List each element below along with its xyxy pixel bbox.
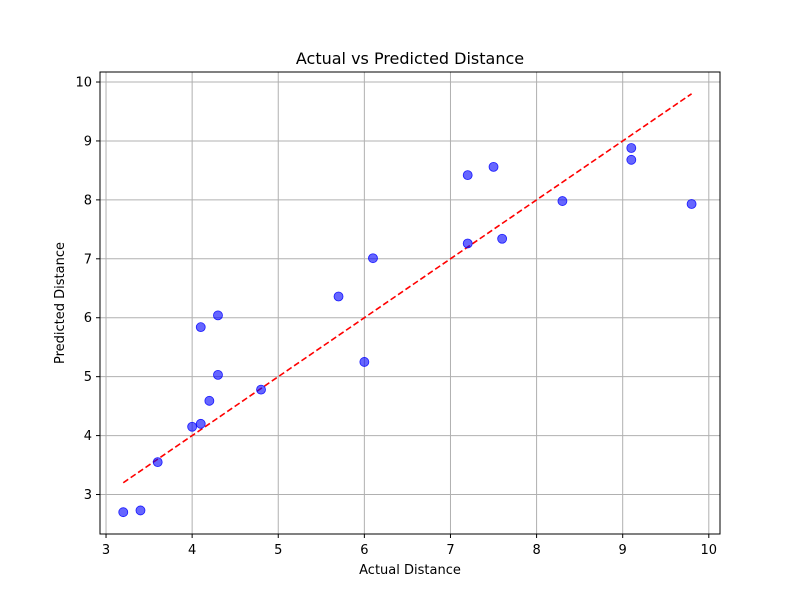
data-point <box>368 253 378 264</box>
y-tick-label: 8 <box>84 193 92 208</box>
data-point <box>213 369 223 380</box>
y-axis-title: Predicted Distance <box>53 242 68 364</box>
data-point <box>118 507 129 518</box>
data-point <box>213 310 223 321</box>
data-point <box>626 143 637 153</box>
data-point <box>333 291 344 302</box>
data-point <box>626 154 637 165</box>
y-tick-label: 10 <box>75 76 92 91</box>
data-point <box>256 384 266 395</box>
data-point <box>135 505 146 516</box>
data-point <box>204 395 215 406</box>
data-point <box>462 170 473 181</box>
grid <box>100 72 720 534</box>
plot-frame <box>99 71 721 535</box>
x-tick-label: 9 <box>619 543 627 558</box>
x-tick-label: 3 <box>102 543 110 558</box>
y-axis-ticks: 3 4 5 6 7 8 9 10 <box>75 76 100 503</box>
y-tick-label: 4 <box>84 429 92 444</box>
x-tick-label: 5 <box>274 543 282 558</box>
x-axis-title: Actual Distance <box>359 563 461 578</box>
data-point <box>195 322 206 333</box>
data-point <box>497 233 508 244</box>
points-layer <box>118 143 697 518</box>
x-tick-label: 8 <box>532 543 540 558</box>
data-point <box>686 199 697 209</box>
chart-title: Actual vs Predicted Distance <box>296 49 524 68</box>
data-point <box>359 357 370 367</box>
reference-line-layer <box>122 93 693 484</box>
y-tick-label: 7 <box>84 252 92 267</box>
data-point <box>152 457 163 468</box>
y-tick-label: 9 <box>84 134 92 149</box>
data-point <box>462 238 473 249</box>
data-point <box>195 418 206 429</box>
data-point <box>557 196 568 206</box>
reference-line <box>122 93 693 484</box>
x-tick-label: 7 <box>446 543 454 558</box>
y-tick-label: 6 <box>84 311 92 326</box>
x-tick-label: 10 <box>701 543 718 558</box>
x-tick-label: 4 <box>188 543 196 558</box>
x-axis-ticks: 3 4 5 6 7 8 9 10 <box>102 534 717 558</box>
data-point <box>187 421 198 432</box>
y-tick-label: 3 <box>84 488 92 503</box>
data-point <box>488 161 499 172</box>
x-tick-label: 6 <box>360 543 368 558</box>
y-tick-label: 5 <box>84 370 92 385</box>
